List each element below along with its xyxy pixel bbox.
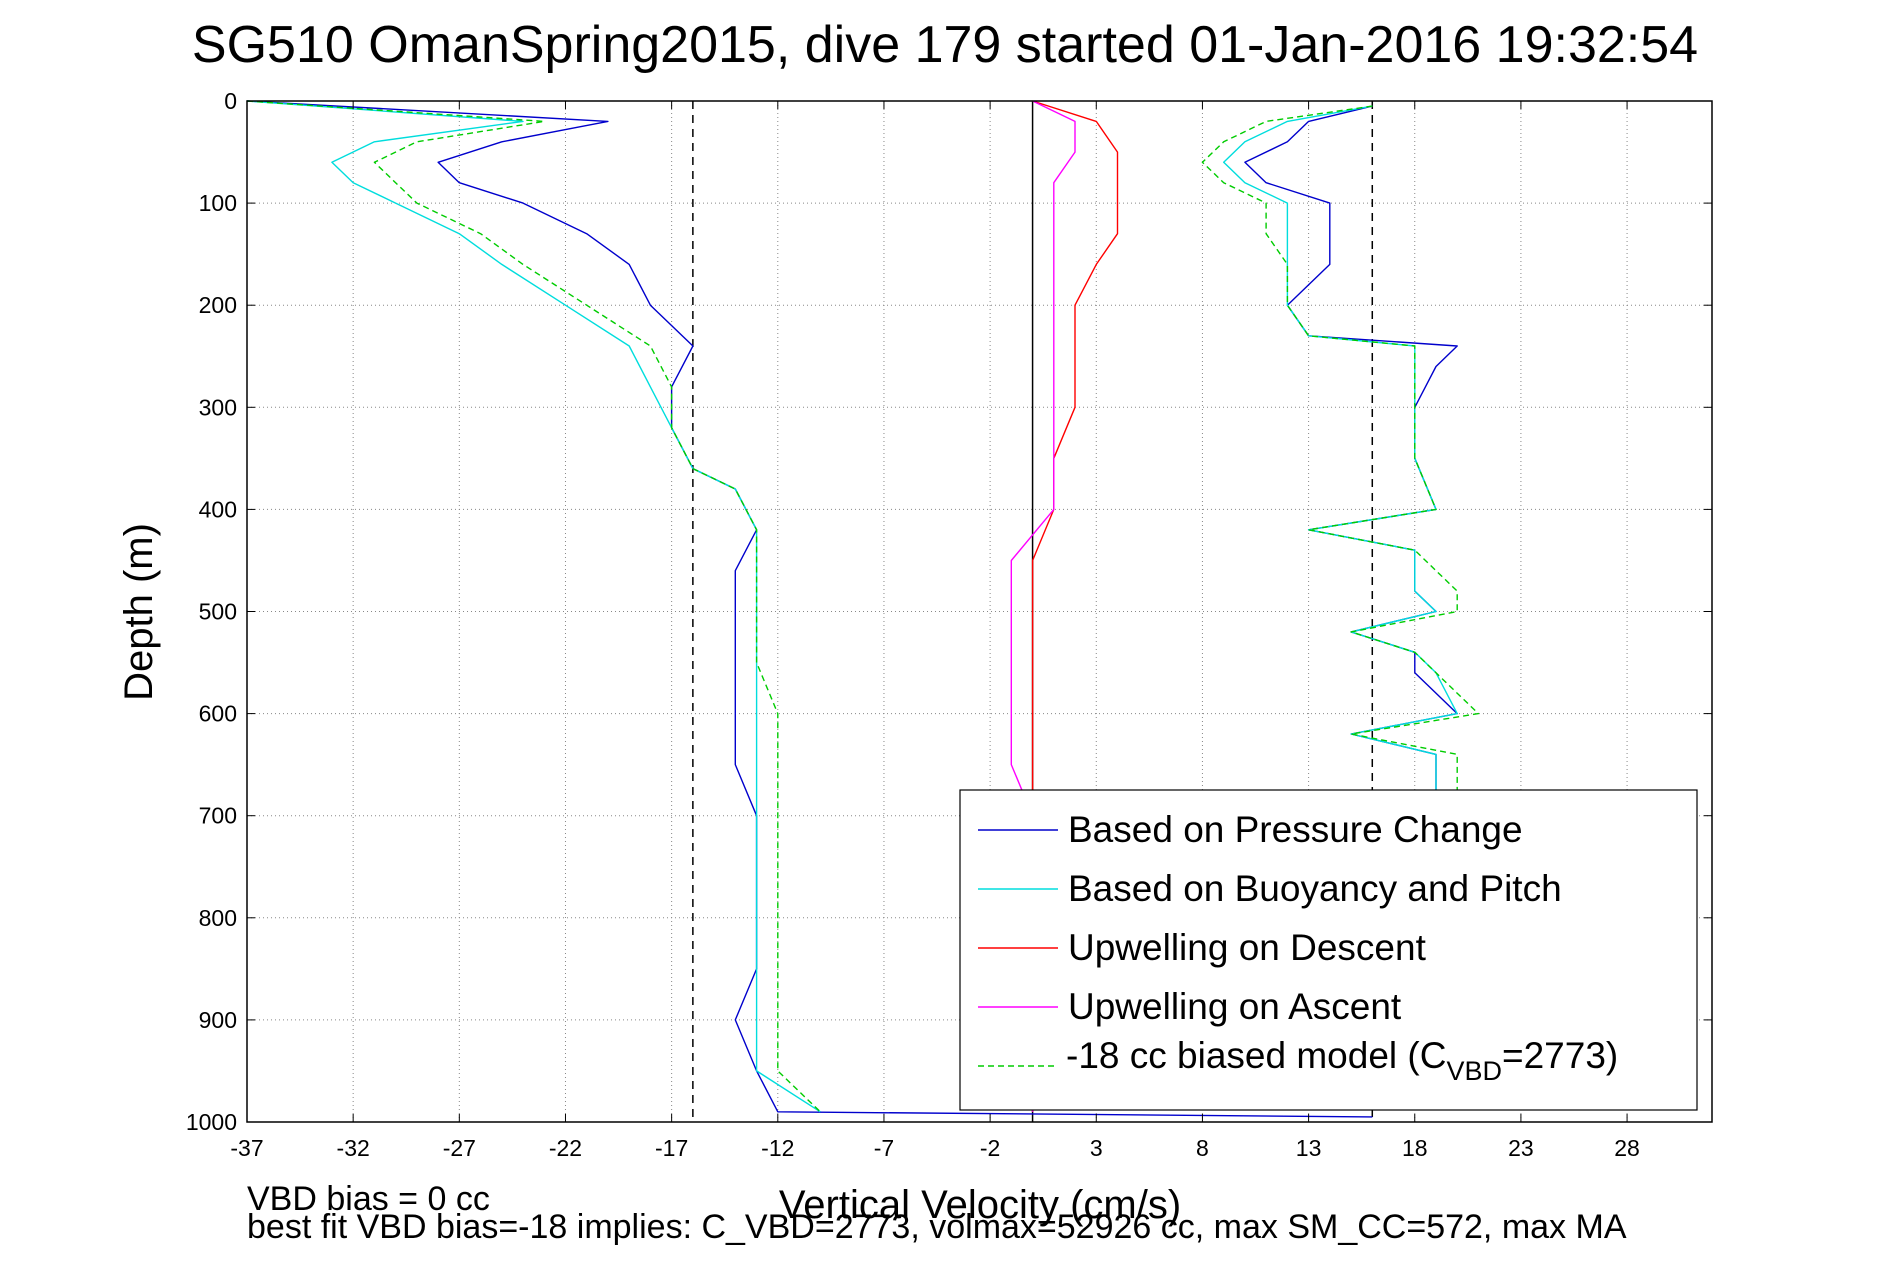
footer-best-fit: best fit VBD bias=-18 implies: C_VBD=277…: [247, 1208, 1627, 1246]
legend-item-pressure: Based on Pressure Change: [1068, 809, 1523, 850]
legend-item-ascent: Upwelling on Ascent: [1068, 986, 1402, 1027]
y-ticks: 0 100 200 300 400 500 600 700 800 900 1000: [186, 88, 1712, 1135]
legend: Based on Pressure Change Based on Buoyan…: [959, 789, 1698, 1111]
y-axis-label: Depth (m): [117, 523, 161, 701]
legend-box: [959, 789, 1698, 1111]
x-tick-label: 28: [1614, 1135, 1640, 1161]
y-tick-label: 300: [199, 394, 237, 420]
x-tick-label: 18: [1402, 1135, 1428, 1161]
y-tick-label: 500: [199, 599, 237, 625]
legend-item-buoyancy: Based on Buoyancy and Pitch: [1068, 868, 1562, 909]
x-tick-label: 23: [1508, 1135, 1534, 1161]
x-ticks: -37 -32 -27 -22 -17 -12 -7 -2 3 8 13 18 23 28: [230, 101, 1640, 1161]
y-tick-label: 900: [199, 1007, 237, 1033]
y-tick-label: 600: [199, 701, 237, 727]
series-line-7: [1201, 105, 1480, 796]
y-tick-label: 1000: [186, 1109, 237, 1135]
chart-title: SG510 OmanSpring2015, dive 179 started 0…: [192, 16, 1698, 74]
y-tick-label: 100: [199, 190, 237, 216]
legend-model-suffix: =2773): [1502, 1035, 1618, 1076]
legend-item-descent: Upwelling on Descent: [1068, 927, 1427, 968]
y-tick-label: 800: [199, 905, 237, 931]
x-tick-label: -37: [230, 1135, 263, 1161]
x-tick-label: -7: [874, 1135, 894, 1161]
y-tick-label: 200: [199, 292, 237, 318]
series-line-1: [246, 100, 821, 1113]
x-axis-label: Vertical Velocity (cm/s): [779, 1183, 1181, 1227]
y-tick-label: 400: [199, 496, 237, 522]
series-line-5: [1244, 105, 1458, 796]
legend-model-prefix: -18 cc biased model (C: [1066, 1035, 1446, 1076]
x-tick-label: -22: [549, 1135, 582, 1161]
x-tick-label: -32: [337, 1135, 370, 1161]
x-tick-label: 13: [1296, 1135, 1322, 1161]
x-tick-label: -17: [655, 1135, 688, 1161]
series-line-4: [246, 100, 821, 1113]
x-tick-label: -27: [443, 1135, 476, 1161]
y-tick-label: 700: [199, 803, 237, 829]
x-tick-label: -12: [761, 1135, 794, 1161]
legend-model-sub: VBD: [1446, 1056, 1502, 1086]
x-tick-label: 8: [1196, 1135, 1209, 1161]
footer-vbd-bias: VBD bias = 0 cc: [247, 1180, 490, 1218]
legend-item-model: -18 cc biased model (CVBD=2773): [1066, 1035, 1618, 1086]
x-tick-label: -2: [980, 1135, 1000, 1161]
x-tick-label: 3: [1090, 1135, 1103, 1161]
series-line-6: [1222, 105, 1458, 796]
y-tick-label: 0: [224, 88, 237, 114]
